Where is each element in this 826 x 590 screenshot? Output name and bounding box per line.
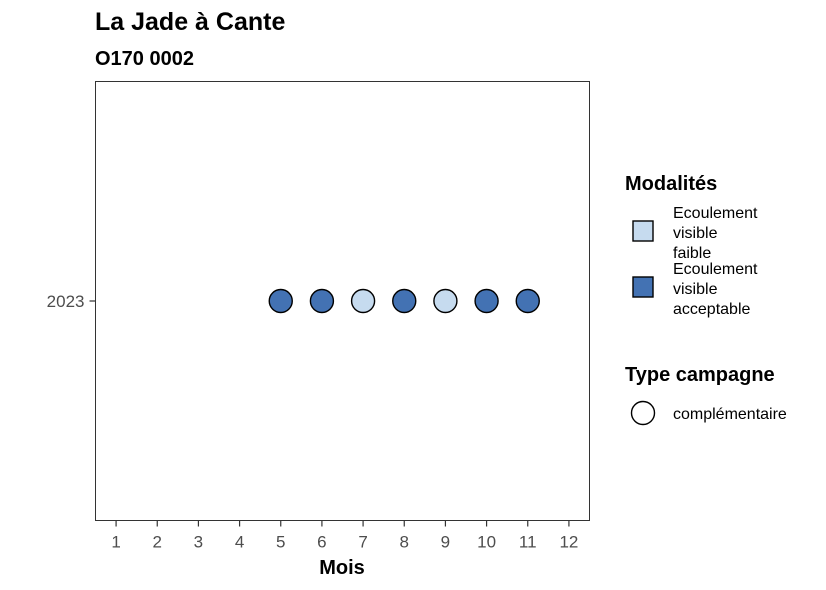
legend-key-swatch xyxy=(632,220,654,242)
data-point xyxy=(433,288,458,314)
legend-item-label: Ecoulement visible acceptable xyxy=(673,261,758,318)
x-tick-label: 5 xyxy=(276,533,285,552)
y-tick-label: 2023 xyxy=(47,292,85,311)
x-tick-label: 9 xyxy=(441,533,450,552)
x-tick-label: 8 xyxy=(400,533,409,552)
x-tick-label: 7 xyxy=(358,533,367,552)
legend-item: Ecoulement visible faible xyxy=(632,205,758,262)
legend-key-circle xyxy=(630,400,656,426)
x-tick-label: 4 xyxy=(235,533,244,552)
x-tick-label: 11 xyxy=(519,533,537,552)
legend-item-label-line: visible xyxy=(673,281,718,298)
x-tick-label: 10 xyxy=(477,533,496,552)
data-point xyxy=(392,288,417,314)
data-points xyxy=(268,288,540,314)
legend-fill-title: Modalités xyxy=(625,173,717,195)
legend-item: complémentaire xyxy=(630,400,787,426)
data-point xyxy=(474,288,499,314)
legend-item-label: Ecoulement visible faible xyxy=(673,205,758,262)
data-point xyxy=(515,288,540,314)
legend-item-label-line: visible xyxy=(673,225,718,242)
x-tick-label: 2 xyxy=(153,533,162,552)
chart-title: La Jade à Cante xyxy=(95,8,285,36)
x-tick-label: 12 xyxy=(559,533,578,552)
legend-item-label: complémentaire xyxy=(673,406,787,423)
x-tick-label: 3 xyxy=(194,533,203,552)
legend: Modalités Ecoulement visible faibleEcoulem… xyxy=(625,173,787,426)
x-tick-label: 6 xyxy=(317,533,326,552)
legend-item-label-line: faible xyxy=(673,245,711,262)
x-axis-label: Mois xyxy=(319,557,365,579)
x-tick-label: 1 xyxy=(111,533,120,552)
legend-item: Ecoulement visible acceptable xyxy=(632,261,758,318)
legend-item-label-line: Ecoulement xyxy=(673,261,758,278)
legend-item-label-line: acceptable xyxy=(673,301,750,318)
data-point xyxy=(350,288,376,314)
legend-item-label-line: Ecoulement xyxy=(673,205,758,222)
data-point xyxy=(268,288,293,314)
plot-panel xyxy=(95,81,590,521)
x-axis: 1 2 3 4 5 6 7 8 9 10 11 12 xyxy=(111,520,578,552)
legend-shape-items: complémentaire xyxy=(630,400,787,426)
legend-shape-title: Type campagne xyxy=(625,364,775,386)
data-point xyxy=(309,288,335,314)
chart-subtitle: O170 0002 xyxy=(95,48,194,70)
legend-key-swatch xyxy=(632,276,654,298)
y-axis: 2023 xyxy=(47,292,96,311)
